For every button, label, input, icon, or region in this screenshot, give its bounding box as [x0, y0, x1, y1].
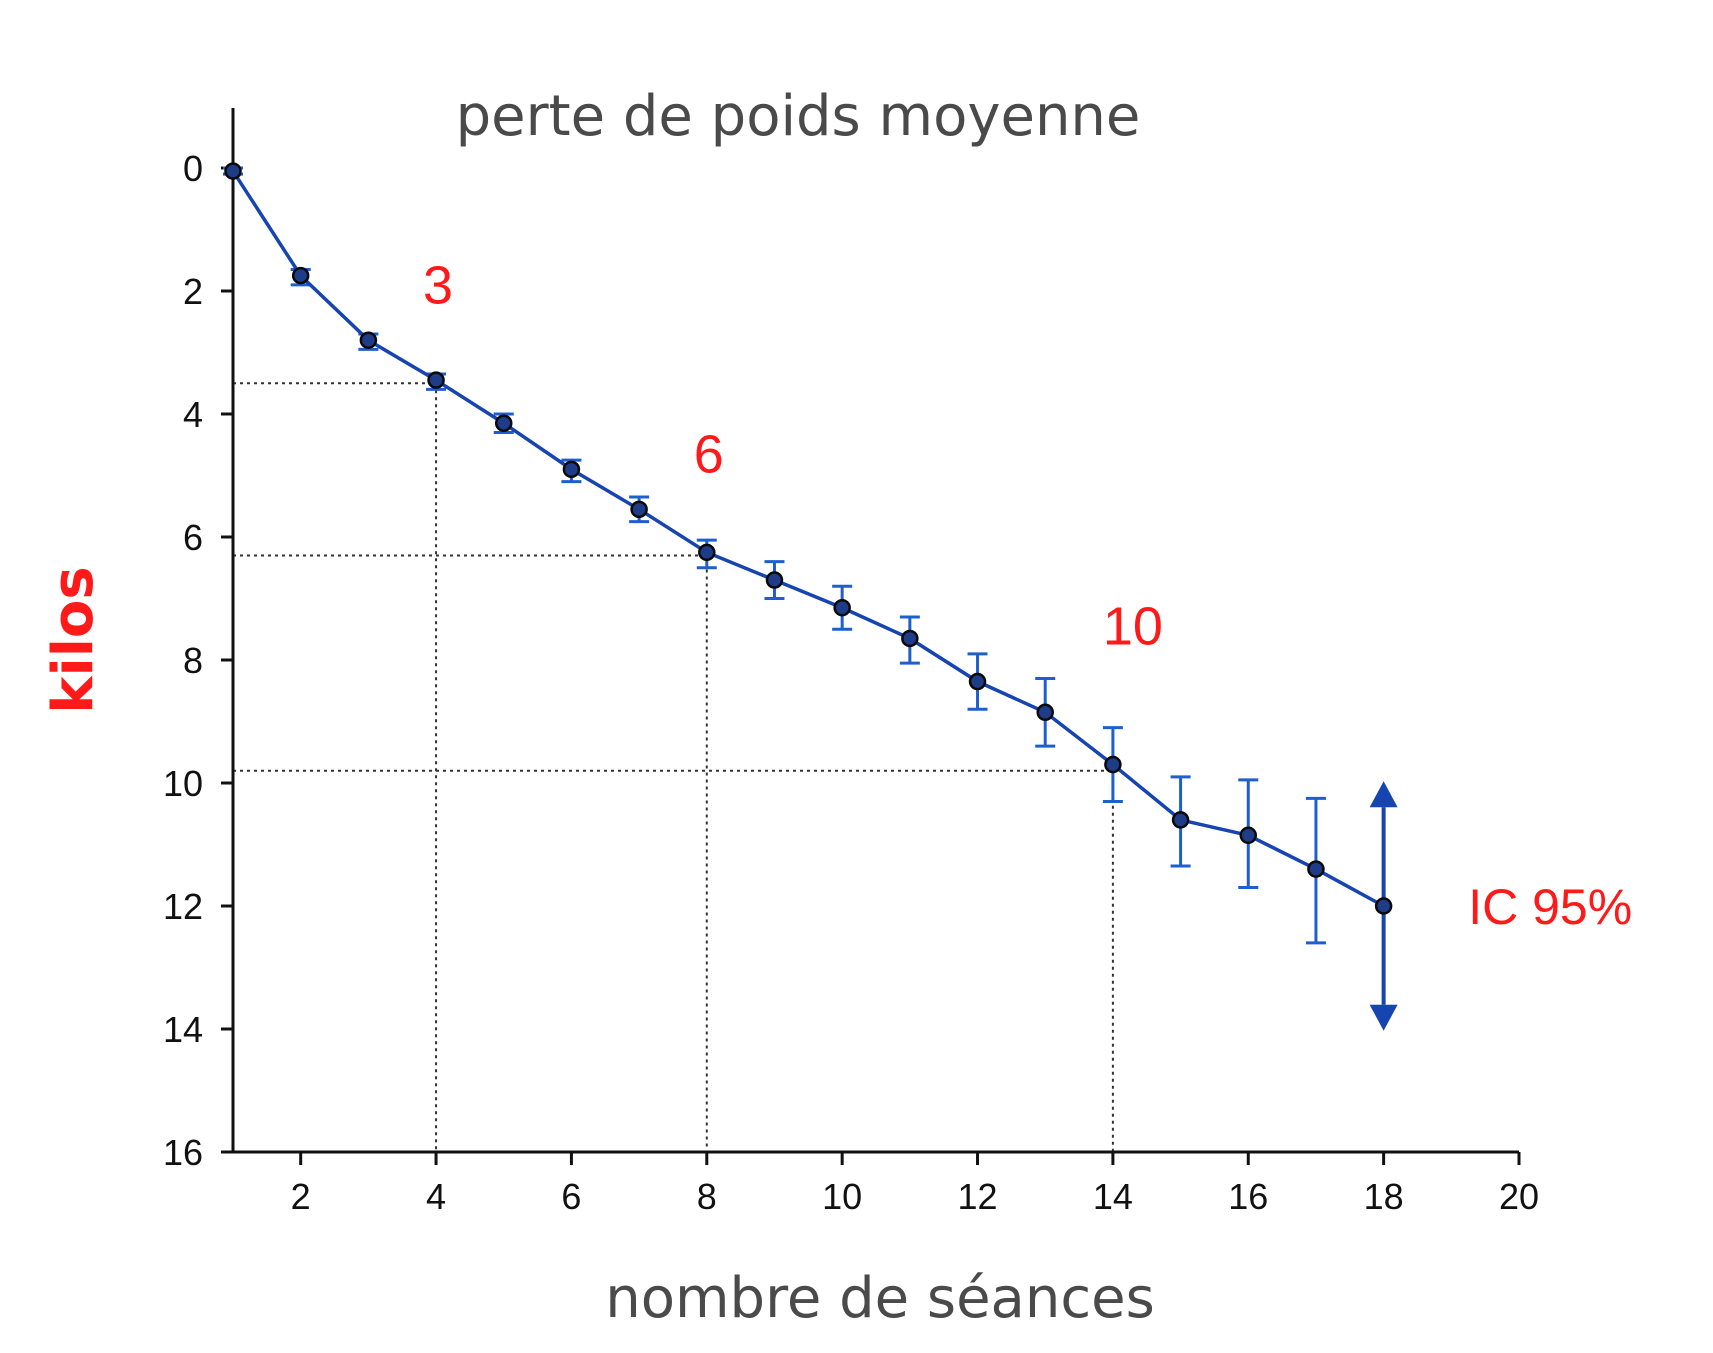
- x-tick-label-7: 16: [1228, 1176, 1268, 1217]
- x-tick-label-6: 14: [1093, 1176, 1133, 1217]
- series-line: [231, 170, 1385, 908]
- data-point-10: [901, 629, 919, 648]
- data-point-5: [562, 460, 581, 479]
- data-point-8: [765, 571, 784, 589]
- data-point-16: [1307, 860, 1325, 878]
- data-point-1: [291, 266, 310, 285]
- ci-arrow-head-down: [1369, 1004, 1398, 1031]
- x-tick-label-3: 8: [697, 1176, 717, 1217]
- plot-area: 0 2 4 6 8 10 12 14 16 2 4 6 8 10 12 14 16 18 20 3 6 10 IC 95%: [163, 108, 1632, 1217]
- y-tick-label-0: 0: [183, 148, 203, 189]
- data-point-3: [427, 371, 445, 389]
- data-point-15: [1239, 826, 1258, 845]
- data-point-14: [1171, 811, 1190, 829]
- x-tick-label-9: 20: [1499, 1176, 1539, 1217]
- data-point-12: [1036, 703, 1054, 722]
- data-point-11: [968, 672, 987, 691]
- data-point-2: [359, 331, 378, 349]
- data-point-9: [833, 598, 851, 617]
- data-point-7: [698, 543, 716, 562]
- x-tick-label-2: 6: [561, 1176, 581, 1217]
- data-point-13: [1104, 755, 1122, 774]
- data-point-17: [1374, 897, 1393, 915]
- y-tick-label-6: 12: [163, 886, 203, 927]
- y-tick-label-8: 16: [163, 1132, 203, 1173]
- chart-title: perte de poids moyenne: [456, 84, 1141, 149]
- annotation-3: 3: [423, 255, 453, 315]
- y-tick-label-5: 10: [163, 763, 203, 804]
- data-point-0: [224, 162, 242, 180]
- annotation-ic: IC 95%: [1468, 879, 1632, 935]
- x-tick-label-1: 4: [426, 1176, 446, 1217]
- ci-arrow-head-up: [1369, 781, 1398, 808]
- y-tick-label-1: 2: [183, 271, 203, 312]
- y-tick-label-2: 4: [183, 394, 203, 435]
- y-tick-label-7: 14: [163, 1009, 203, 1050]
- y-tick-label-4: 8: [183, 640, 203, 681]
- x-axis-label: nombre de séances: [605, 1266, 1155, 1331]
- y-axis-label: kilos: [41, 566, 106, 713]
- x-tick-label-5: 12: [958, 1176, 998, 1217]
- annotation-10: 10: [1103, 597, 1163, 657]
- y-tick-label-3: 6: [183, 517, 203, 558]
- annotation-6: 6: [694, 424, 724, 484]
- data-point-6: [630, 500, 648, 519]
- x-tick-label-4: 10: [822, 1176, 862, 1217]
- x-tick-label-8: 18: [1364, 1176, 1404, 1217]
- x-tick-label-0: 2: [291, 1176, 311, 1217]
- data-point-4: [494, 414, 513, 432]
